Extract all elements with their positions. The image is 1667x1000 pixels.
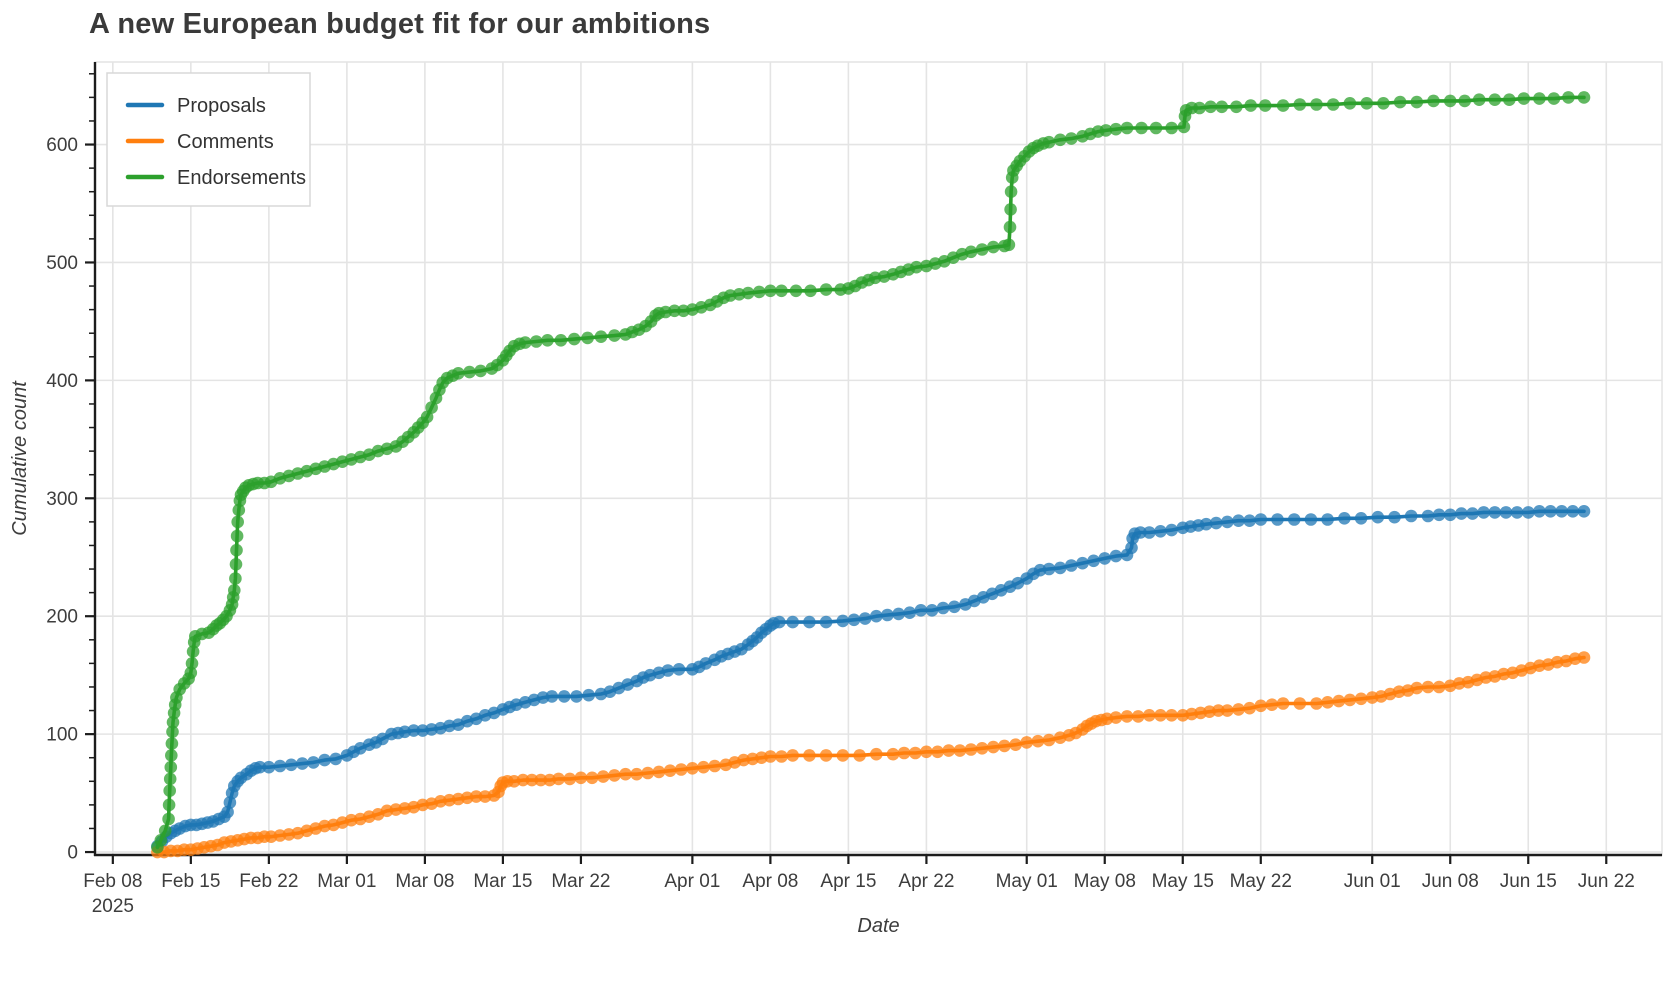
x-tick-sublabel: 2025 (92, 896, 134, 917)
x-tick-label: Jun 22 (1578, 871, 1635, 892)
y-tick-label: 400 (46, 371, 78, 392)
axis-spines (93, 62, 1662, 857)
legend-label: Proposals (177, 95, 266, 117)
legend-item-proposals: Proposals (125, 95, 266, 117)
x-tick-label: May 15 (1152, 871, 1214, 892)
x-axis-ticks: Feb 08 2025 Feb 15 Feb 22 Mar 01 Mar 08 Mar 15… (83, 855, 1635, 917)
x-tick-label: Feb 15 (161, 871, 220, 892)
y-tick-label: 500 (46, 253, 78, 274)
legend: Proposals Comments Endorsements (106, 72, 311, 207)
legend-item-comments: Comments (125, 131, 274, 153)
y-axis-title: Cumulative count (9, 380, 31, 536)
x-tick-label: Mar 01 (317, 871, 376, 892)
plot-area (94, 61, 1663, 856)
x-tick-label: Jun 01 (1344, 871, 1401, 892)
x-tick-label: Feb 22 (239, 871, 298, 892)
y-axis-ticks: 0 100 200 300 400 500 600 (46, 73, 95, 864)
legend-item-endorsements: Endorsements (125, 167, 306, 189)
x-tick-label: Apr 15 (820, 871, 876, 892)
series-endorsements (151, 91, 1591, 854)
x-tick-label: Jun 15 (1500, 871, 1557, 892)
y-tick-label: 100 (46, 725, 78, 746)
y-tick-label: 200 (46, 607, 78, 628)
y-tick-label: 300 (46, 489, 78, 510)
x-tick-label: Feb 08 (83, 871, 142, 892)
x-tick-label: Mar 15 (473, 871, 532, 892)
x-axis-title: Date (857, 915, 899, 937)
legend-label: Endorsements (177, 167, 306, 189)
x-tick-label: May 22 (1230, 871, 1292, 892)
x-tick-label: Jun 08 (1422, 871, 1479, 892)
x-tick-label: Apr 22 (898, 871, 954, 892)
y-tick-label: 600 (46, 135, 78, 156)
x-tick-label: May 01 (996, 871, 1058, 892)
series-proposals (151, 505, 1591, 853)
x-tick-label: Apr 08 (742, 871, 798, 892)
legend-label: Comments (177, 131, 274, 153)
x-tick-label: Apr 01 (664, 871, 720, 892)
series-proposals-markers (151, 505, 1591, 853)
series-endorsements-markers (151, 91, 1591, 854)
x-tick-label: Mar 08 (395, 871, 454, 892)
x-tick-label: Mar 22 (551, 871, 610, 892)
x-tick-label: May 08 (1074, 871, 1136, 892)
y-tick-label: 0 (67, 843, 78, 864)
chart-title: A new European budget fit for our ambiti… (89, 8, 711, 40)
